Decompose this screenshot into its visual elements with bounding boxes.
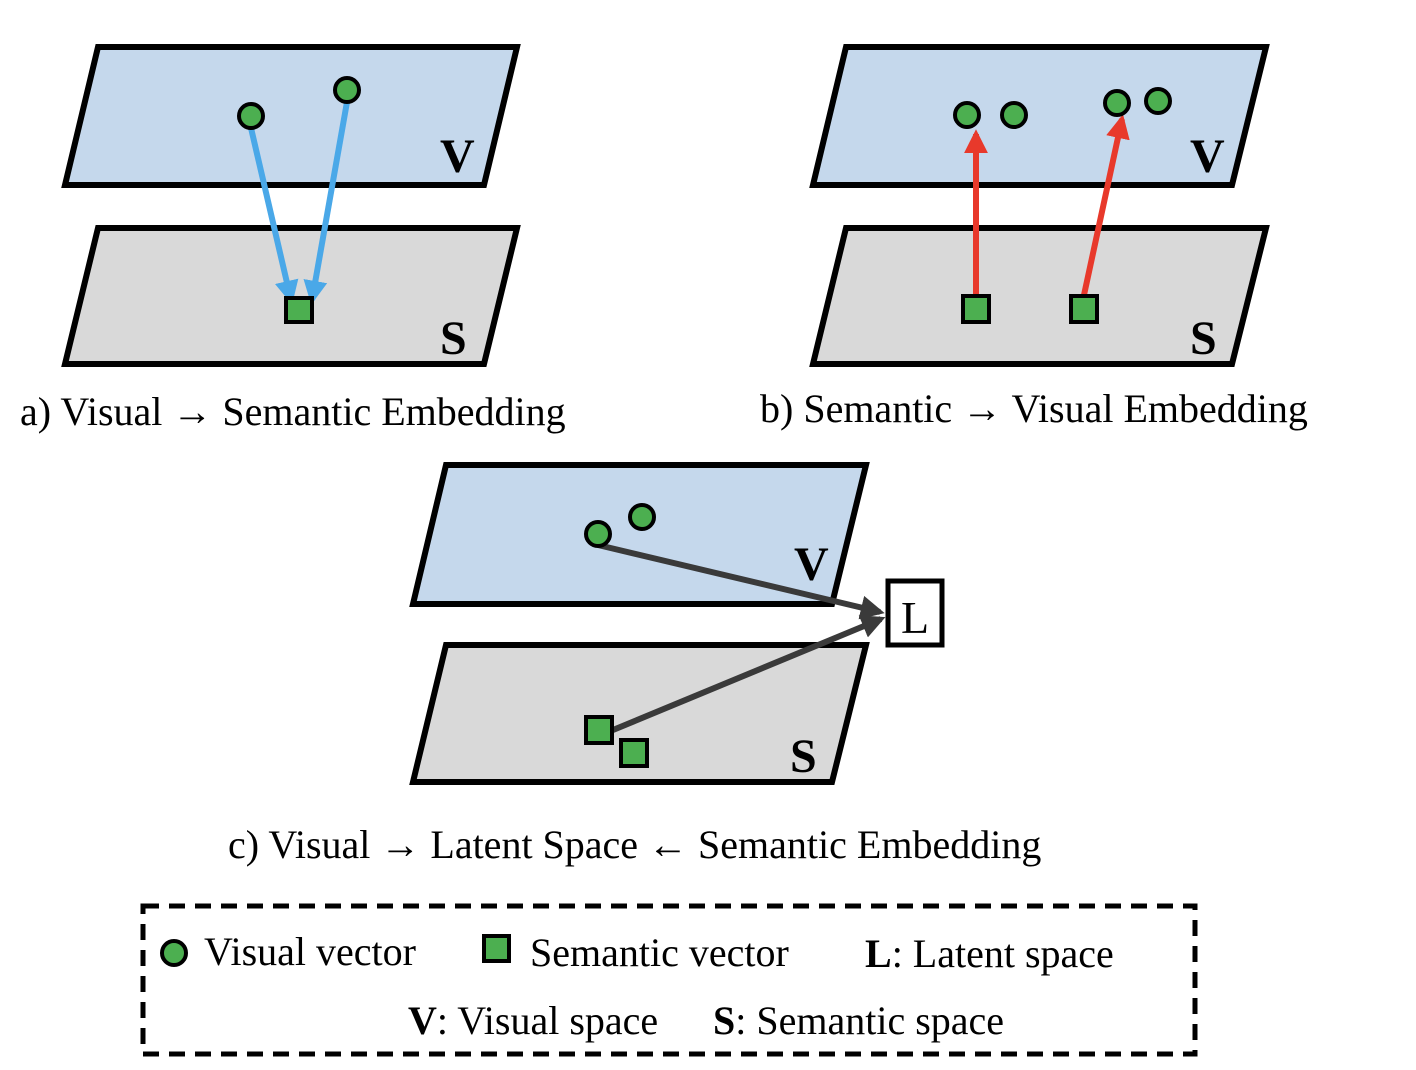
panel-a-caption: a) Visual → Semantic Embedding [20, 389, 566, 434]
semantic-vector [619, 738, 649, 768]
legend-semantic-vector-label: Semantic vector [530, 930, 789, 975]
legend-semantic-space: S: Semantic space [713, 998, 1004, 1043]
panel-b-caption: b) Semantic → Visual Embedding [760, 386, 1308, 431]
arrow-visual-to-semantic [248, 127, 299, 305]
legend-visual-vector-icon [160, 939, 188, 967]
legend-semantic-vector-icon [482, 934, 511, 963]
visual-vector [1103, 89, 1131, 117]
legend-visual-desc: : Visual space [437, 998, 658, 1043]
visual-plane [809, 44, 1270, 188]
visual-vector [628, 503, 656, 531]
semantic-space-label: S [440, 312, 467, 365]
semantic-vector [584, 715, 614, 745]
visual-vector [333, 76, 361, 104]
latent-space-label: L [901, 592, 929, 643]
panel-c: L V S c) Visual → Latent Space ← Semanti… [228, 462, 1041, 867]
legend-latent-key: L [865, 931, 892, 976]
legend-latent-space: L: Latent space [865, 931, 1114, 976]
legend-border [140, 903, 1198, 1057]
visual-vector [584, 520, 612, 548]
arrow-visual-to-latent [597, 542, 885, 620]
arrow-visual-to-semantic [303, 101, 350, 305]
visual-vector [237, 102, 265, 130]
legend-semantic-desc: : Semantic space [735, 998, 1004, 1043]
visual-plane [61, 44, 521, 188]
semantic-space-label: S [790, 730, 817, 783]
semantic-plane [809, 225, 1270, 367]
visual-plane [409, 462, 870, 607]
panel-a: V S a) Visual → Semantic Embedding [20, 44, 566, 434]
semantic-vector [1069, 294, 1099, 324]
visual-space-label: V [794, 538, 829, 591]
visual-space-label: V [440, 130, 475, 183]
arrow-semantic-to-visual [1081, 114, 1130, 296]
legend-visual-space: V: Visual space [408, 998, 658, 1043]
legend-latent-desc: : Latent space [892, 931, 1114, 976]
panel-c-caption: c) Visual → Latent Space ← Semantic Embe… [228, 822, 1041, 867]
semantic-vector [961, 294, 991, 324]
legend-visual-vector-label: Visual vector [204, 929, 416, 974]
arrow-semantic-to-latent [611, 615, 886, 733]
latent-space-box [885, 578, 945, 648]
legend-semantic-key: S [713, 998, 735, 1043]
panel-b: V S b) Semantic → Visual Embedding [760, 44, 1308, 431]
semantic-space-label: S [1190, 312, 1217, 365]
legend-visual-key: V [408, 998, 437, 1043]
visual-vector [1144, 87, 1172, 115]
semantic-plane [409, 642, 870, 785]
semantic-vector [284, 296, 314, 324]
visual-vector [953, 101, 981, 129]
visual-vector [1000, 101, 1028, 129]
legend: Visual vector Semantic vector L: Latent … [140, 903, 1198, 1057]
visual-space-label: V [1190, 130, 1225, 183]
